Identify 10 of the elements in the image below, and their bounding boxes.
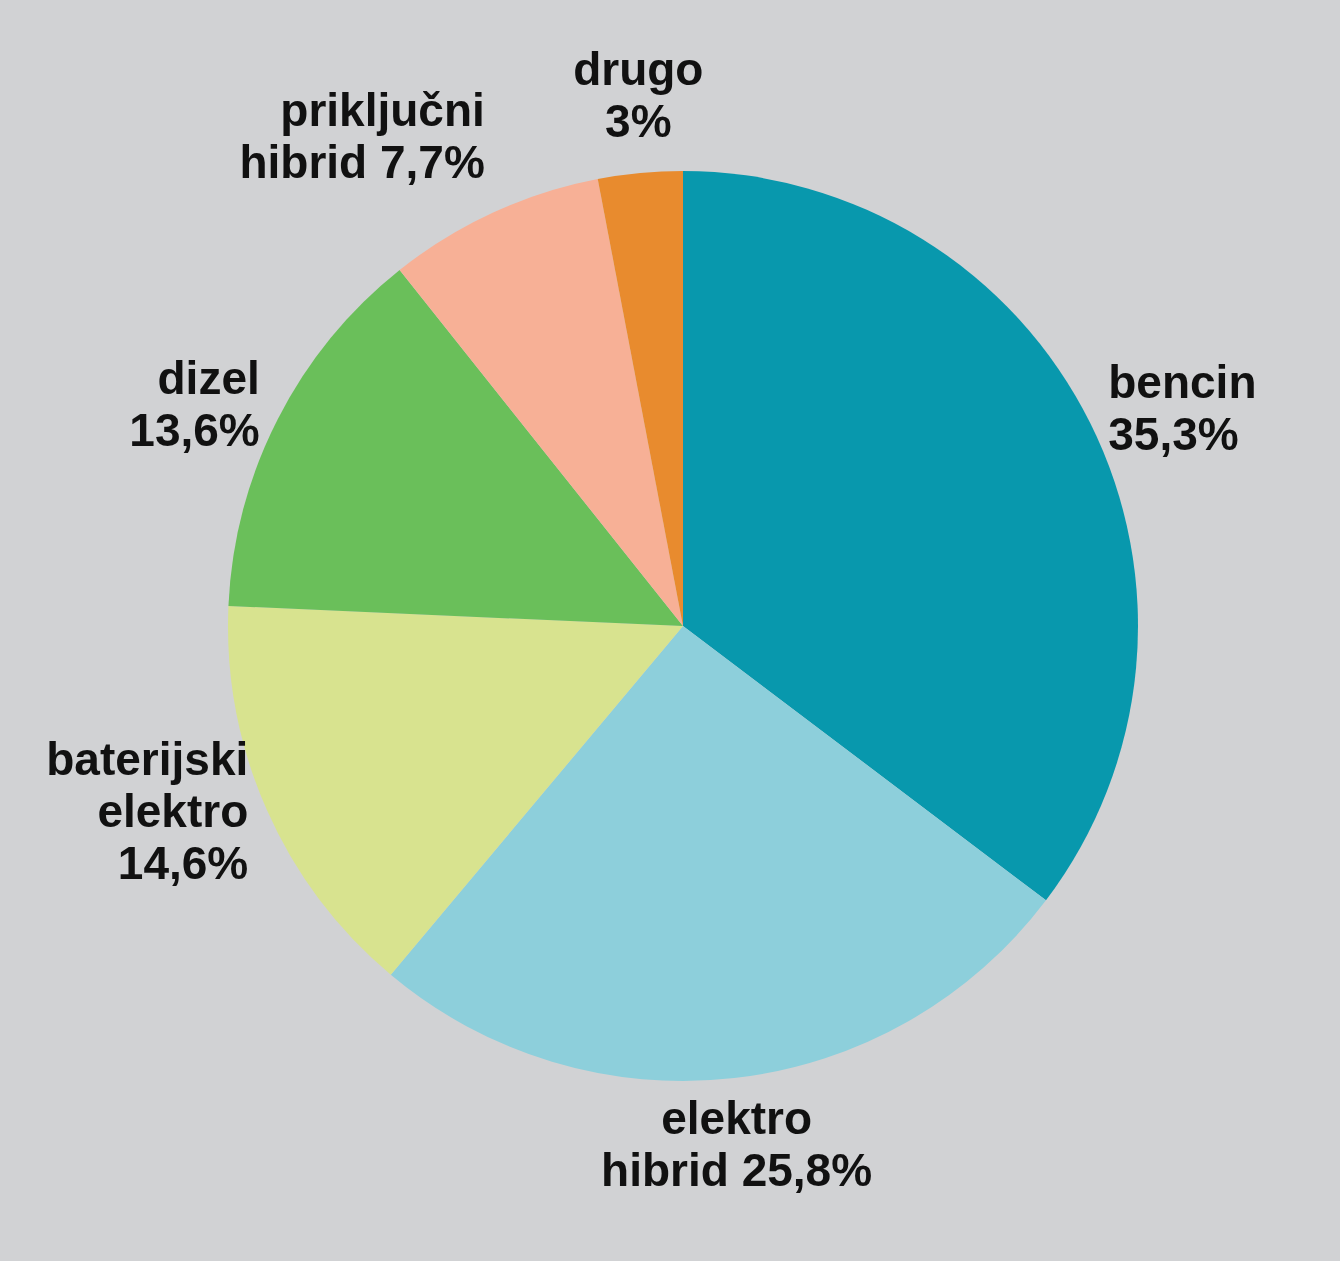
data-label: 35,3%	[1108, 408, 1239, 461]
slice-label: baterijski elektro	[46, 733, 249, 838]
slice-label: bencin	[1108, 356, 1257, 409]
slice-label: elektro hibrid 25,8%	[601, 1091, 873, 1196]
slice-label: dizel	[157, 352, 260, 405]
data-label: 3%	[605, 94, 672, 147]
data-label: 14,6%	[117, 837, 249, 890]
slice-label: priključni hibrid 7,7%	[239, 84, 485, 189]
data-label: 13,6%	[129, 404, 260, 457]
slice-label: drugo	[573, 42, 704, 95]
